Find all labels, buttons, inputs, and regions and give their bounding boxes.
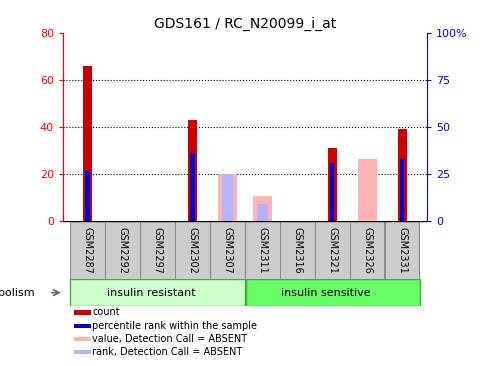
Text: metabolism: metabolism [0,288,35,298]
Bar [74,310,91,314]
Bar [399,159,404,221]
Bar [252,196,272,221]
Bar [327,148,336,221]
Text: GSM2307: GSM2307 [222,227,232,273]
Text: GSM2326: GSM2326 [362,227,372,273]
Text: value, Detection Call = ABSENT: value, Detection Call = ABSENT [92,334,247,344]
Bar [70,280,244,306]
FancyBboxPatch shape [210,221,244,280]
Bar [245,280,419,306]
Bar [74,324,91,328]
Text: GSM2297: GSM2297 [152,227,162,274]
Text: GSM2311: GSM2311 [257,227,267,273]
Bar [85,170,90,221]
Text: insulin sensitive: insulin sensitive [280,288,370,298]
Bar [74,337,91,341]
FancyBboxPatch shape [280,221,314,280]
Text: count: count [92,307,120,317]
Text: GSM2292: GSM2292 [117,227,127,274]
FancyBboxPatch shape [70,221,105,280]
FancyBboxPatch shape [140,221,174,280]
Bar [397,129,406,221]
Bar [217,174,237,221]
Bar [222,174,232,221]
FancyBboxPatch shape [315,221,349,280]
FancyBboxPatch shape [105,221,139,280]
Text: GSM2302: GSM2302 [187,227,197,273]
FancyBboxPatch shape [245,221,279,280]
Bar [357,159,376,221]
FancyBboxPatch shape [349,221,384,280]
Text: GSM2331: GSM2331 [396,227,407,273]
FancyBboxPatch shape [175,221,209,280]
Text: GSM2321: GSM2321 [327,227,337,273]
FancyBboxPatch shape [384,221,419,280]
Text: insulin resistant: insulin resistant [106,288,195,298]
Bar [330,163,334,221]
Text: GSM2287: GSM2287 [82,227,92,274]
Text: GSM2316: GSM2316 [292,227,302,273]
Bar [74,350,91,354]
Bar [83,66,91,221]
Bar [190,153,194,221]
Text: rank, Detection Call = ABSENT: rank, Detection Call = ABSENT [92,347,242,357]
Title: GDS161 / RC_N20099_i_at: GDS161 / RC_N20099_i_at [153,16,335,30]
Bar [257,204,267,221]
Bar [188,120,197,221]
Text: percentile rank within the sample: percentile rank within the sample [92,321,257,330]
